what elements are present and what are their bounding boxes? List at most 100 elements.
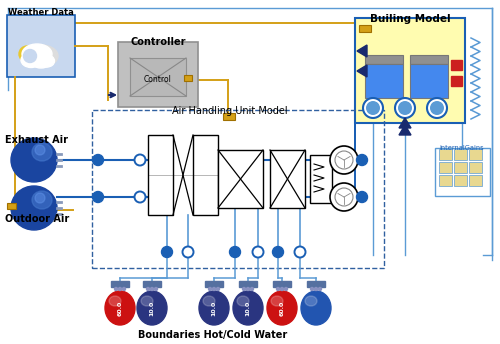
Circle shape: [427, 98, 447, 118]
Ellipse shape: [109, 296, 121, 306]
Bar: [355, 18, 465, 123]
Circle shape: [314, 288, 318, 290]
Circle shape: [366, 101, 380, 115]
Circle shape: [280, 288, 283, 290]
Circle shape: [318, 288, 322, 290]
Ellipse shape: [21, 53, 41, 67]
Circle shape: [92, 192, 104, 203]
Bar: [469, 175, 482, 186]
Ellipse shape: [237, 296, 249, 306]
Text: 60.0: 60.0: [280, 300, 284, 316]
Bar: [307, 281, 325, 287]
Circle shape: [154, 288, 158, 290]
Bar: [439, 149, 452, 160]
Bar: [454, 175, 467, 186]
Ellipse shape: [267, 291, 297, 325]
Circle shape: [398, 101, 412, 115]
Text: Builing Model: Builing Model: [370, 14, 450, 24]
Bar: [359, 25, 371, 32]
Ellipse shape: [137, 291, 167, 325]
Text: Control: Control: [144, 75, 172, 84]
Bar: [439, 162, 452, 173]
Bar: [451, 60, 462, 70]
Circle shape: [246, 288, 250, 290]
Circle shape: [92, 154, 104, 165]
Bar: [410, 55, 448, 64]
Bar: [454, 162, 467, 173]
Text: 10.0: 10.0: [246, 300, 250, 316]
Circle shape: [294, 247, 306, 258]
Bar: [218, 150, 263, 208]
Circle shape: [250, 288, 254, 290]
Bar: [273, 281, 291, 287]
Ellipse shape: [11, 138, 57, 182]
Ellipse shape: [32, 191, 52, 209]
Text: Air Handling Unit Model: Air Handling Unit Model: [172, 106, 288, 116]
Ellipse shape: [19, 46, 35, 62]
Ellipse shape: [35, 193, 45, 203]
Ellipse shape: [30, 54, 52, 68]
Circle shape: [134, 154, 145, 165]
Text: 10.0: 10.0: [212, 300, 216, 316]
Circle shape: [216, 288, 220, 290]
Polygon shape: [399, 125, 411, 135]
Circle shape: [118, 288, 122, 290]
Circle shape: [122, 288, 126, 290]
Circle shape: [356, 192, 368, 203]
Ellipse shape: [24, 45, 58, 67]
Bar: [143, 281, 161, 287]
Bar: [193, 135, 218, 215]
Text: Boundaries Hot/Cold Water: Boundaries Hot/Cold Water: [138, 330, 288, 340]
Text: Weather Data: Weather Data: [8, 8, 74, 17]
Circle shape: [284, 288, 288, 290]
Circle shape: [114, 288, 117, 290]
Bar: [435, 148, 490, 196]
Bar: [239, 281, 257, 287]
Circle shape: [162, 247, 172, 258]
Text: internalGains: internalGains: [440, 145, 484, 151]
Circle shape: [335, 188, 353, 206]
Text: Exhaust Air: Exhaust Air: [5, 135, 68, 145]
Polygon shape: [357, 65, 367, 77]
Ellipse shape: [271, 296, 283, 306]
Polygon shape: [399, 118, 411, 128]
Ellipse shape: [105, 291, 135, 325]
Bar: [451, 76, 462, 86]
Bar: [365, 64, 403, 98]
Bar: [92, 110, 384, 268]
Circle shape: [146, 288, 150, 290]
Bar: [118, 42, 198, 107]
Circle shape: [310, 288, 314, 290]
Circle shape: [212, 288, 216, 290]
Ellipse shape: [141, 296, 153, 306]
Circle shape: [276, 288, 280, 290]
Circle shape: [150, 288, 154, 290]
Ellipse shape: [35, 145, 45, 155]
Circle shape: [272, 247, 283, 258]
Circle shape: [395, 98, 415, 118]
Circle shape: [182, 247, 194, 258]
Bar: [310, 155, 332, 203]
Polygon shape: [357, 45, 367, 57]
Circle shape: [208, 288, 212, 290]
Ellipse shape: [203, 296, 215, 306]
Circle shape: [242, 288, 246, 290]
Ellipse shape: [22, 44, 52, 64]
Circle shape: [335, 151, 353, 169]
Circle shape: [252, 247, 264, 258]
Ellipse shape: [305, 296, 317, 306]
Circle shape: [230, 247, 240, 258]
Text: Controller: Controller: [130, 37, 186, 47]
Bar: [365, 55, 403, 64]
Ellipse shape: [40, 55, 54, 67]
Text: 60.0: 60.0: [118, 300, 122, 316]
Circle shape: [134, 192, 145, 203]
Bar: [184, 75, 192, 81]
Bar: [130, 58, 186, 96]
Bar: [223, 113, 235, 120]
Circle shape: [430, 101, 444, 115]
Text: Outdoor Air: Outdoor Air: [5, 214, 70, 224]
Bar: [270, 150, 305, 208]
Bar: [111, 281, 129, 287]
Ellipse shape: [199, 291, 229, 325]
